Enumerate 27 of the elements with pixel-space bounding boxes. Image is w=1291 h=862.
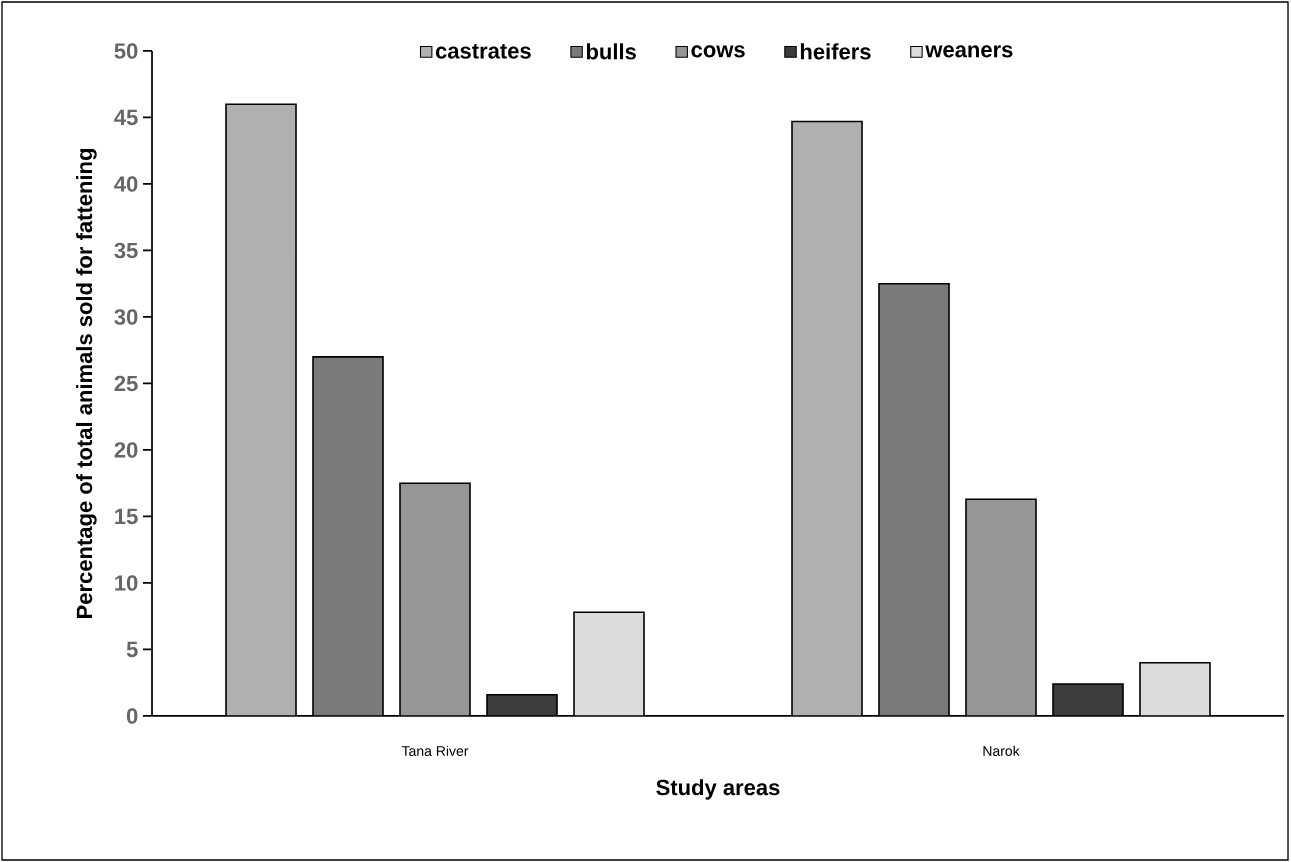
bar (1139, 661, 1211, 716)
y-tick-label: 5 (126, 641, 138, 658)
legend-label: heifers (800, 43, 871, 60)
y-tick-label: 20 (114, 442, 138, 458)
y-tick-label: 50 (114, 43, 138, 59)
bar (400, 483, 471, 716)
legend-label: bulls (586, 43, 636, 60)
y-tick-label: 45 (114, 109, 138, 126)
x-tick-label: Narok (983, 745, 1020, 756)
legend-label: cows (691, 45, 745, 58)
y-tick-label: 30 (114, 309, 138, 325)
bar (965, 498, 1037, 716)
y-tick-label: 25 (114, 375, 138, 392)
bar (1052, 683, 1124, 716)
y-tick-label: 40 (114, 176, 138, 192)
x-tick-label: Tana River (401, 745, 469, 756)
x-axis-title: Study areas (656, 779, 780, 800)
y-tick-label: 10 (115, 575, 138, 591)
bar (574, 612, 645, 716)
bar (313, 356, 384, 716)
y-tick-label: 15 (115, 508, 138, 525)
bar (878, 282, 950, 716)
y-tick-label: 35 (114, 242, 138, 259)
legend-label: castrates (435, 44, 531, 59)
y-tick-label: 0 (126, 708, 138, 724)
y-axis-title: Percentage of total animals sold for fattening (76, 149, 97, 618)
legend-label: weaners (925, 45, 1013, 58)
